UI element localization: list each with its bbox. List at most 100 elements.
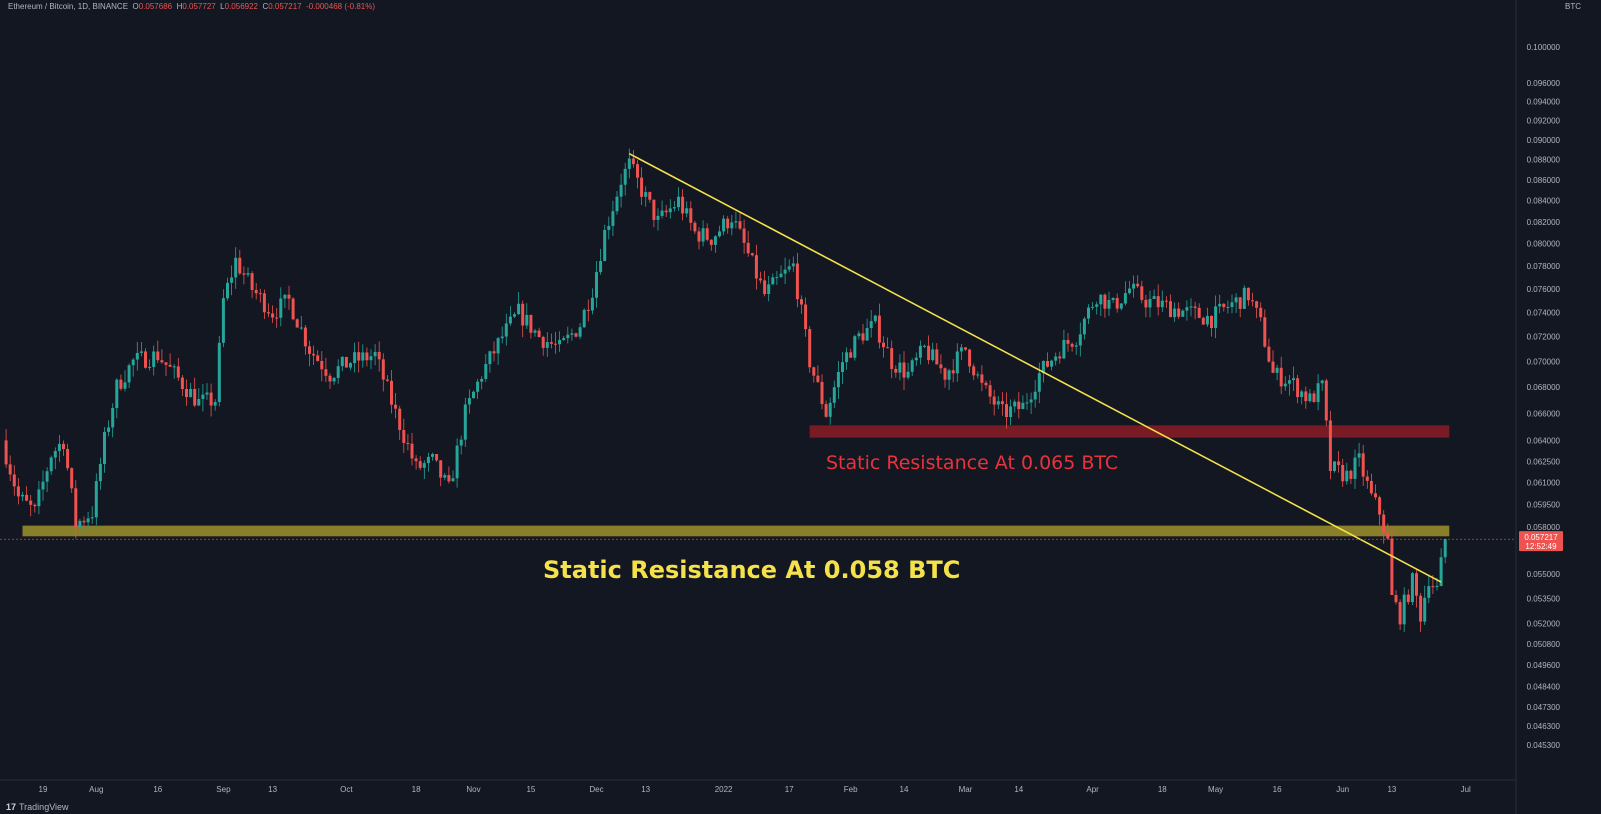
candle-body — [615, 196, 619, 212]
candle-body — [1345, 470, 1349, 482]
time-tick-label: Jul — [1461, 785, 1471, 794]
candle-body — [1033, 391, 1037, 400]
close-label: C — [262, 2, 269, 11]
candle-body — [1427, 586, 1431, 598]
candle-body — [283, 294, 287, 299]
candle-body — [1271, 361, 1275, 373]
candle-body — [1046, 360, 1049, 367]
candle-body — [1267, 346, 1271, 362]
candle-body — [914, 357, 918, 361]
candle-body — [1058, 356, 1062, 359]
candle-body — [385, 379, 389, 381]
candle-body — [713, 236, 717, 245]
candle-body — [267, 312, 270, 314]
candle-body — [631, 158, 635, 165]
candle-body — [488, 351, 492, 365]
candle-body — [775, 277, 779, 279]
candle-body — [894, 368, 898, 373]
candle-body — [1205, 315, 1209, 325]
candle-body — [107, 427, 111, 432]
candle-body — [1099, 294, 1103, 305]
price-tick-label: 0.045300 — [1527, 741, 1561, 750]
candle-body — [857, 333, 861, 337]
candle-body — [1103, 294, 1107, 309]
candle-body — [115, 379, 119, 409]
candle-body — [603, 229, 607, 261]
candle-body — [718, 231, 721, 237]
candle-body — [562, 338, 566, 340]
candle-body — [197, 399, 201, 406]
candle-body — [959, 347, 963, 352]
candle-body — [685, 208, 689, 214]
candle-body — [1197, 307, 1201, 318]
candle-body — [226, 282, 229, 299]
candle-body — [681, 196, 685, 214]
currency-label[interactable]: BTC — [1565, 2, 1581, 11]
candle-body — [1132, 283, 1136, 289]
candle-body — [1185, 307, 1189, 311]
candle-body — [951, 370, 955, 374]
candle-body — [435, 454, 439, 461]
candle-body — [29, 500, 33, 505]
candle-body — [1316, 383, 1320, 403]
candle-body — [763, 280, 767, 295]
price-tick-label: 0.070000 — [1527, 357, 1561, 366]
time-tick-label: Apr — [1086, 785, 1099, 794]
candle-body — [139, 351, 143, 353]
candle-body — [795, 263, 799, 300]
time-tick-label: Mar — [959, 785, 973, 794]
candle-body — [144, 351, 147, 368]
candle-body — [246, 273, 250, 275]
candle-body — [1136, 283, 1140, 287]
time-tick-label: Aug — [89, 785, 103, 794]
support-label: Static Resistance At 0.058 BTC — [543, 556, 960, 584]
price-tag-box — [1519, 531, 1563, 552]
candle-body — [1410, 573, 1414, 603]
candle-body — [1140, 286, 1144, 300]
candle-body — [217, 342, 221, 402]
time-axis[interactable]: 19 Aug 16 Sep 13 Oct 18 Nov 15 Dec 13 2022 17 Feb 14 Ma… — [39, 785, 1471, 794]
candle-body — [1386, 532, 1390, 539]
price-tick-label: 0.086000 — [1527, 176, 1561, 185]
candle-body — [480, 378, 484, 382]
candle-body — [1066, 339, 1070, 344]
candle-body — [800, 299, 803, 305]
candle-body — [12, 474, 16, 487]
candle-body — [213, 401, 217, 406]
candle-body — [275, 317, 279, 319]
candle-body — [242, 273, 246, 275]
candle-body — [1144, 299, 1148, 308]
candle-body — [906, 371, 910, 378]
time-tick-label: 2022 — [715, 785, 733, 794]
candle-body — [74, 488, 78, 528]
low-label: L — [220, 2, 225, 11]
candle-body — [545, 342, 549, 348]
time-tick-label: 16 — [1273, 785, 1282, 794]
candle-body — [135, 352, 139, 360]
candle-body — [504, 323, 508, 337]
candle-body — [1263, 317, 1267, 347]
tradingview-brand[interactable]: 17 TradingView — [6, 802, 69, 812]
tradingview-logo-icon: 17 — [6, 802, 17, 812]
candle-body — [582, 309, 586, 328]
candle-body — [1369, 480, 1373, 494]
candle-body — [1287, 380, 1291, 384]
symbol-pair: Ethereum / Bitcoin, 1D, BINANCE — [8, 2, 129, 11]
candle-body — [771, 277, 775, 285]
candle-body — [37, 489, 41, 507]
candle-body — [767, 284, 771, 295]
price-axis[interactable]: 0.100000 0.096000 0.094000 0.092000 0.090000… — [1527, 43, 1561, 750]
candle-body — [1050, 360, 1054, 367]
candle-body — [525, 314, 529, 326]
time-tick-label: 17 — [785, 785, 794, 794]
price-tick-label: 0.052000 — [1527, 619, 1561, 628]
candle-body — [1349, 470, 1353, 479]
candle-body — [369, 356, 373, 361]
candle-body — [172, 366, 176, 368]
candle-body — [45, 471, 49, 482]
candle-body — [496, 338, 500, 354]
candle-body — [595, 272, 598, 298]
candle-body — [500, 336, 504, 339]
